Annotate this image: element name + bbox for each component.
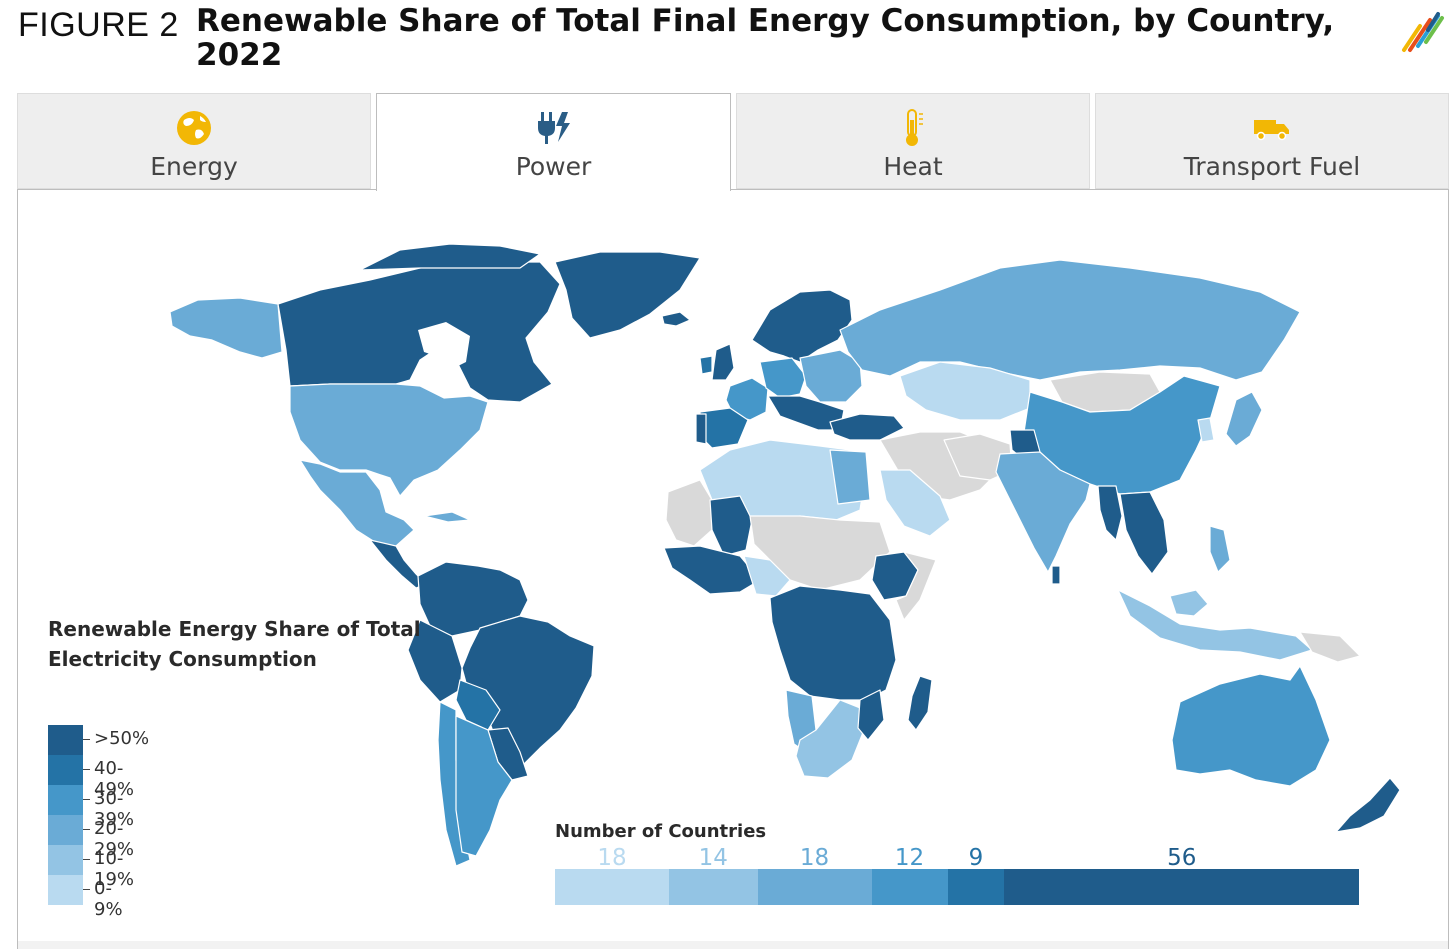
- country-usa: [289, 383, 489, 497]
- country-mali: [709, 495, 753, 557]
- country-argentina: [455, 715, 513, 857]
- country-sahel: [749, 515, 891, 591]
- tab-label: Power: [515, 152, 592, 181]
- country-uk: [711, 343, 735, 381]
- tab-label: Heat: [883, 152, 943, 181]
- truck-icon: [1254, 120, 1289, 141]
- country-madagascar: [907, 675, 933, 731]
- country-ireland: [699, 355, 713, 375]
- country-portugal: [695, 413, 707, 445]
- legend-tick: [83, 799, 90, 800]
- count-label: 18: [597, 845, 627, 871]
- legend-swatch: [48, 815, 83, 845]
- country-central-africa: [769, 585, 897, 701]
- figure-label: FIGURE 2: [18, 6, 179, 44]
- tab-label: Transport Fuel: [1183, 152, 1361, 181]
- country-iceland: [661, 311, 691, 327]
- country-alaska: [169, 297, 283, 359]
- country-papua: [1299, 631, 1361, 663]
- legend-tick: [83, 889, 90, 890]
- country-eastern-europe: [799, 349, 863, 403]
- country-west-africa-grey: [665, 479, 713, 547]
- count-label: 12: [894, 845, 925, 871]
- country-thailand-vietnam: [1119, 491, 1169, 575]
- thermometer-icon: [906, 109, 923, 146]
- report-logo-icon: [1402, 12, 1444, 52]
- legend-label: 20-29%: [94, 818, 135, 860]
- country-germany-central: [759, 357, 807, 399]
- country-japan: [1225, 391, 1263, 447]
- country-korea: [1197, 417, 1215, 443]
- count-label: 18: [799, 845, 830, 871]
- tab-heat[interactable]: Heat: [736, 93, 1090, 189]
- power-plug-icon: [537, 112, 570, 144]
- country-mexico: [299, 459, 415, 547]
- country-southern-africa: [795, 699, 865, 779]
- legend-tick: [83, 739, 90, 740]
- country-indonesia: [1117, 589, 1313, 661]
- figure-title: Renewable Share of Total Final Energy Co…: [196, 3, 1335, 73]
- country-west-coast: [663, 545, 761, 595]
- country-myanmar: [1097, 485, 1123, 541]
- panel-footer-strip: [18, 941, 1448, 949]
- country-peru: [407, 619, 463, 703]
- country-cuba: [423, 511, 471, 523]
- country-malaysia: [1169, 589, 1209, 617]
- country-kazakhstan: [899, 361, 1031, 421]
- country-new-zealand: [1335, 777, 1401, 833]
- legend-label: 0-9%: [94, 878, 123, 920]
- country-australia: [1171, 665, 1331, 787]
- country-sri-lanka: [1051, 565, 1061, 585]
- country-turkey: [829, 413, 905, 441]
- legend-swatch: [48, 725, 83, 755]
- hudson-bay: [418, 322, 470, 370]
- country-nigeria-ghana: [743, 555, 791, 597]
- tab-energy[interactable]: Energy: [17, 93, 371, 189]
- legend-tick: [83, 829, 90, 830]
- legend-title: Renewable Energy Share of Total Electric…: [48, 617, 421, 671]
- country-saudi-arabia: [879, 469, 951, 537]
- count-label: 9: [968, 845, 984, 871]
- count-segment: [668, 869, 759, 905]
- country-canada-islands: [359, 243, 541, 271]
- count-segment: [757, 869, 873, 905]
- legend-swatch: [48, 875, 83, 905]
- count-segment: [555, 869, 670, 905]
- legend-label: 30-39%: [94, 788, 135, 830]
- tab-power[interactable]: Power: [376, 93, 731, 191]
- country-philippines: [1209, 525, 1231, 573]
- globe-icon: [177, 111, 211, 145]
- country-central-america: [369, 539, 427, 589]
- count-segment: [1004, 869, 1360, 905]
- legend-swatch: [48, 845, 83, 875]
- country-count-bar: 18 14 18 12 9 56: [555, 845, 1360, 905]
- legend-tick: [83, 859, 90, 860]
- country-france: [725, 377, 769, 421]
- legend-tick: [83, 769, 90, 770]
- legend-label: >50%: [94, 728, 150, 749]
- tab-transport-fuel[interactable]: Transport Fuel: [1095, 93, 1449, 189]
- tab-label: Energy: [150, 152, 238, 181]
- country-russia: [839, 259, 1301, 381]
- legend-label: 40-49%: [94, 758, 135, 800]
- legend-label: 10-19%: [94, 848, 135, 890]
- country-greenland: [554, 251, 701, 339]
- count-label: 56: [1167, 845, 1197, 871]
- count-segment: [947, 869, 1005, 905]
- country-india: [995, 451, 1091, 573]
- count-label: 14: [698, 845, 728, 871]
- legend-swatch: [48, 755, 83, 785]
- legend-swatch: [48, 785, 83, 815]
- country-mozambique: [857, 689, 885, 741]
- tab-bar: Energy Power Heat Transport Fuel: [17, 93, 1449, 191]
- country-egypt: [829, 449, 871, 505]
- country-somalia: [895, 551, 937, 621]
- count-segment: [871, 869, 948, 905]
- country-count-title: Number of Countries: [555, 821, 767, 842]
